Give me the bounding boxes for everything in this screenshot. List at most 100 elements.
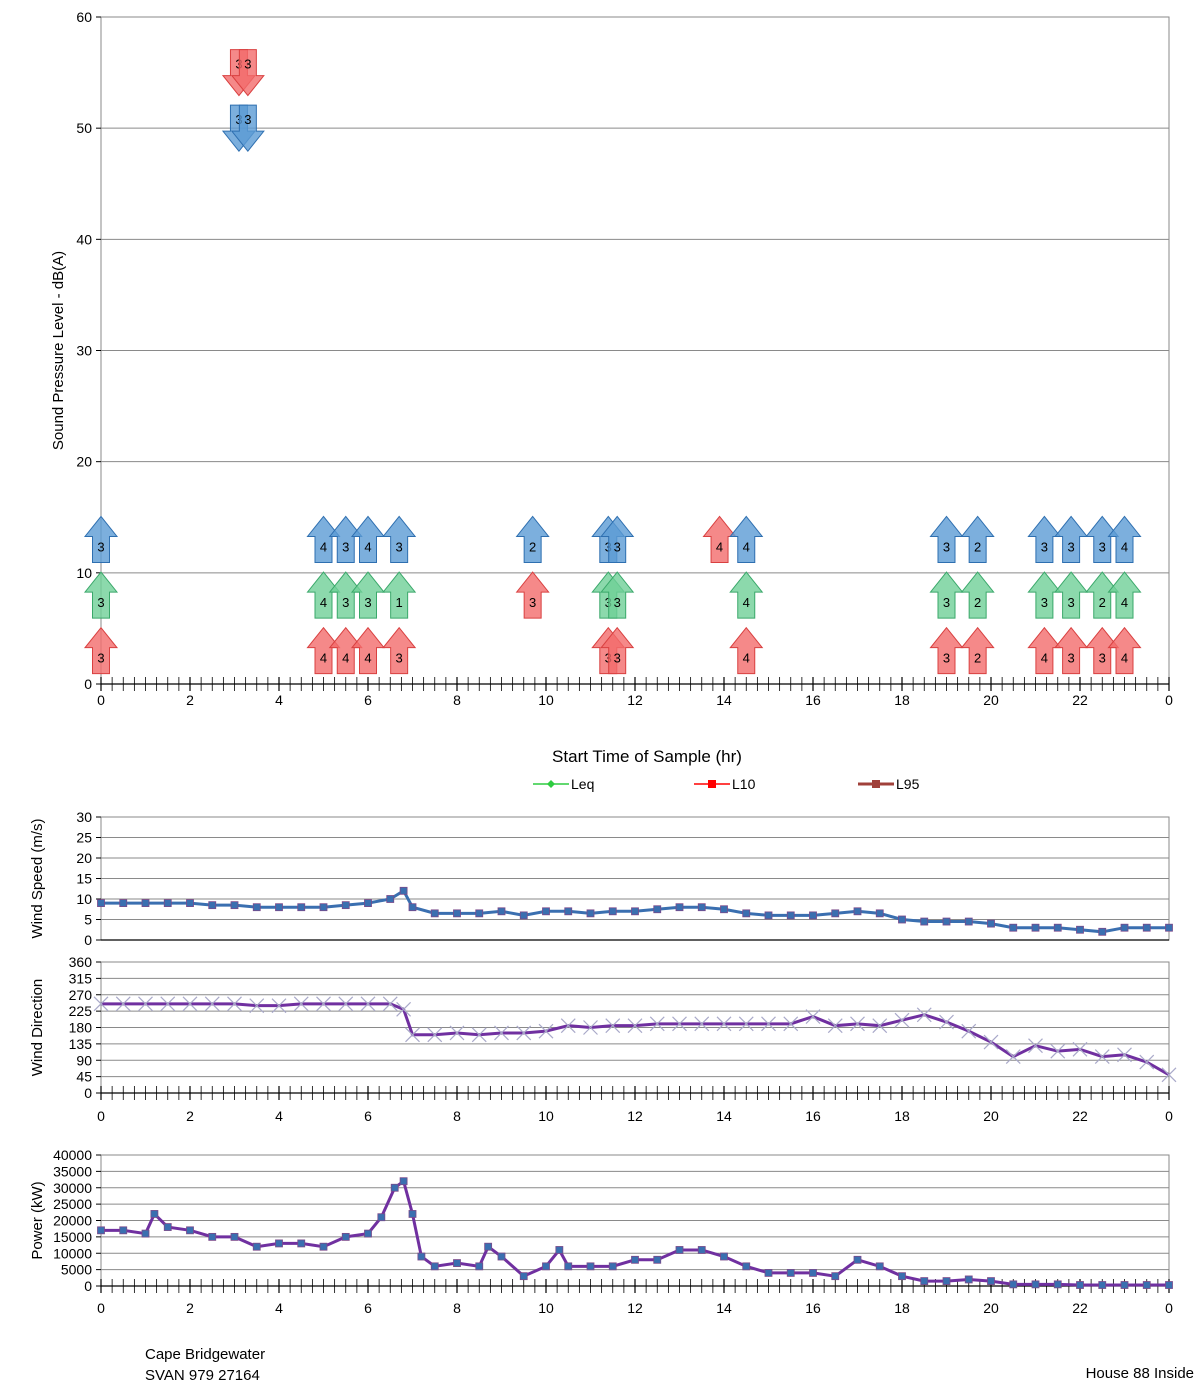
data-point (1072, 1041, 1088, 1057)
data-point (1142, 923, 1151, 932)
data-point (119, 899, 128, 907)
data-point (390, 1183, 399, 1192)
arrow-mark (1107, 626, 1142, 675)
arrow-label: 3 (614, 539, 621, 554)
x-tick-label: 12 (627, 1108, 643, 1124)
data-point (586, 909, 595, 918)
arrow-label: 3 (364, 595, 371, 610)
arrow-label: 2 (529, 539, 536, 554)
x-tick-label: 0 (97, 692, 105, 708)
data-point (1028, 1038, 1043, 1054)
data-point (742, 909, 751, 918)
arrow-label: 3 (1067, 651, 1074, 666)
arrow-label: 3 (97, 651, 104, 666)
data-point (471, 1027, 487, 1043)
y-tick-label: 315 (69, 970, 93, 986)
x-tick-label: 18 (894, 1300, 910, 1316)
y-tick-label: 225 (69, 1003, 93, 1019)
data-point (417, 1252, 426, 1261)
arrow-mark (1107, 571, 1142, 619)
data-point (542, 907, 550, 916)
arrow-label: 3 (1067, 595, 1074, 610)
arrow-label: 3 (97, 595, 104, 610)
y-tick-label: 25000 (53, 1196, 92, 1212)
y-tick-label: 30 (76, 809, 92, 825)
arrow-label: 3 (1041, 595, 1048, 610)
x-tick-label: 4 (275, 1108, 283, 1124)
data-point (831, 909, 840, 918)
arrow-label: 3 (244, 57, 251, 72)
x-tick-label: 12 (627, 1300, 643, 1316)
data-point (377, 1213, 386, 1222)
x-tick-label: 20 (983, 692, 999, 708)
arrow-mark (600, 626, 635, 675)
data-point (396, 1001, 412, 1017)
data-point (961, 1023, 977, 1039)
data-point (809, 911, 817, 920)
data-point (1117, 1047, 1132, 1063)
y-tick-label: 15000 (53, 1229, 92, 1245)
data-point (405, 1027, 420, 1043)
arrow-mark (382, 515, 417, 563)
footer-left: Cape Bridgewater SVAN 979 27164 (145, 1344, 265, 1386)
arrow-label: 3 (97, 539, 104, 554)
data-point (249, 998, 265, 1014)
x-tick-label: 14 (716, 692, 732, 708)
data-point (827, 1018, 843, 1034)
x-tick-label: 12 (627, 692, 643, 708)
y-tick-label: 90 (76, 1052, 92, 1068)
arrow-label: 4 (320, 651, 327, 666)
data-point (742, 1262, 751, 1271)
x-tick-label: 22 (1072, 692, 1088, 708)
x-tick-label: 16 (805, 1108, 821, 1124)
arrow-label: 4 (1121, 595, 1128, 610)
y-axis-label: Sound Pressure Level - dB(A) (50, 251, 67, 450)
x-tick-label: 14 (716, 1300, 732, 1316)
data-point (475, 909, 484, 918)
arrow-label: 3 (342, 595, 349, 610)
data-point (163, 899, 172, 907)
data-point (697, 903, 706, 912)
data-point (564, 907, 573, 916)
data-point (920, 1277, 929, 1285)
data-point (853, 907, 862, 916)
data-point (872, 1018, 888, 1034)
x-tick-label: 16 (805, 1300, 821, 1316)
data-point (649, 1016, 665, 1032)
data-point (230, 901, 239, 910)
data-point (786, 911, 795, 920)
data-point (430, 909, 439, 918)
data-point (1031, 923, 1040, 932)
data-point (297, 1239, 306, 1248)
arrow-mark (230, 49, 265, 97)
data-point (1053, 923, 1062, 932)
data-point (93, 996, 109, 1012)
x-tick-label: 0 (97, 1108, 105, 1124)
y-tick-label: 45 (76, 1069, 92, 1085)
data-point (115, 996, 131, 1012)
data-point (920, 917, 929, 926)
arrow-label: 2 (1099, 595, 1106, 610)
data-point (186, 1226, 194, 1235)
x-tick-label: 2 (186, 1108, 194, 1124)
data-point (497, 907, 506, 916)
data-point (475, 1262, 484, 1271)
data-point (627, 1018, 643, 1034)
y-tick-label: 15 (76, 871, 92, 887)
data-point (163, 1223, 172, 1231)
data-point (275, 1239, 283, 1248)
data-point (408, 903, 417, 912)
y-tick-label: 40 (76, 231, 92, 247)
data-point (364, 1229, 372, 1238)
y-axis-label: Wind Speed (m/s) (29, 818, 46, 938)
data-point (783, 1016, 799, 1032)
data-point (360, 996, 376, 1012)
arrow-label: 4 (743, 595, 750, 610)
data-point (761, 1016, 776, 1032)
data-point (516, 1025, 532, 1041)
x-tick-label: 8 (453, 692, 461, 708)
data-point (230, 1232, 239, 1241)
data-point (150, 1210, 159, 1218)
y-axis-label: Wind Direction (29, 979, 46, 1077)
data-point (672, 1016, 687, 1032)
